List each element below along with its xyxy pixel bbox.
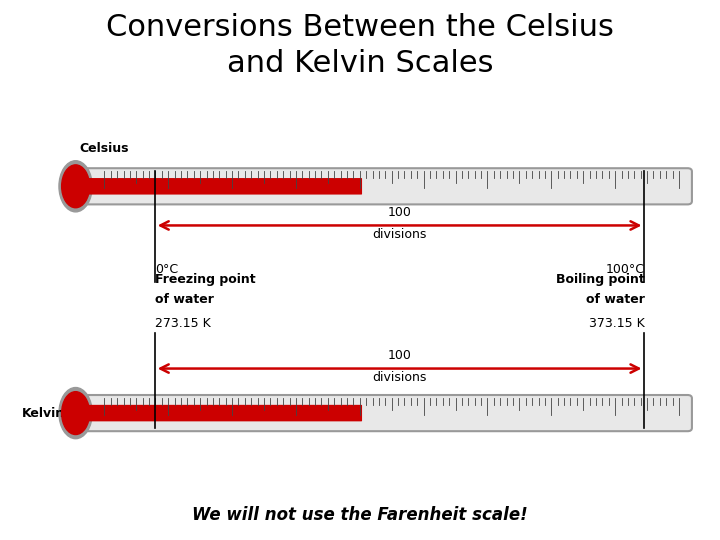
Text: 273.15 K: 273.15 K bbox=[155, 317, 210, 330]
Text: 0°C: 0°C bbox=[155, 263, 178, 276]
Text: Kelvin: Kelvin bbox=[22, 407, 65, 420]
FancyBboxPatch shape bbox=[68, 168, 692, 204]
Text: Conversions Between the Celsius
and Kelvin Scales: Conversions Between the Celsius and Kelv… bbox=[106, 14, 614, 78]
Text: 100: 100 bbox=[387, 206, 412, 219]
Text: 100: 100 bbox=[387, 349, 412, 362]
Text: divisions: divisions bbox=[372, 372, 427, 384]
FancyBboxPatch shape bbox=[86, 178, 362, 194]
Text: Freezing point: Freezing point bbox=[155, 273, 256, 286]
Text: We will not use the Farenheit scale!: We will not use the Farenheit scale! bbox=[192, 506, 528, 524]
Text: divisions: divisions bbox=[372, 228, 427, 241]
Text: Boiling point: Boiling point bbox=[556, 273, 644, 286]
Ellipse shape bbox=[62, 165, 89, 208]
Ellipse shape bbox=[62, 392, 89, 435]
Ellipse shape bbox=[59, 161, 92, 212]
Text: of water: of water bbox=[155, 293, 214, 307]
Text: of water: of water bbox=[585, 293, 644, 307]
Text: 100°C: 100°C bbox=[606, 263, 644, 276]
FancyBboxPatch shape bbox=[68, 395, 692, 431]
FancyBboxPatch shape bbox=[86, 405, 362, 421]
Ellipse shape bbox=[59, 388, 92, 438]
Text: Celsius: Celsius bbox=[79, 142, 129, 156]
Text: 373.15 K: 373.15 K bbox=[589, 317, 644, 330]
